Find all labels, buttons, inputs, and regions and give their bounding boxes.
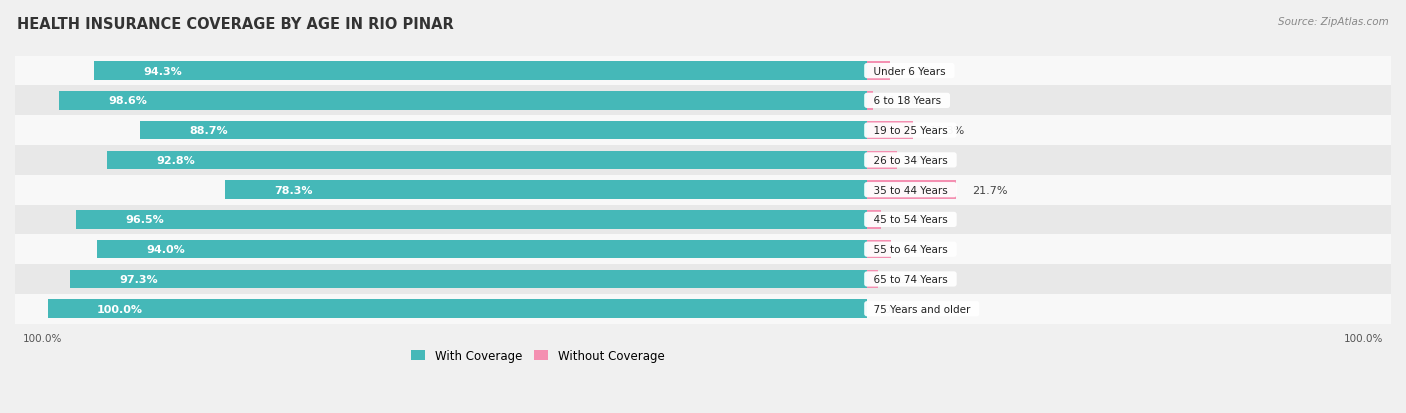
Bar [97, 240, 868, 259]
Bar [225, 181, 868, 199]
Text: Source: ZipAtlas.com: Source: ZipAtlas.com [1278, 17, 1389, 26]
Text: 100.0%: 100.0% [97, 304, 143, 314]
Text: 78.3%: 78.3% [274, 185, 314, 195]
Bar [15, 116, 1391, 146]
Text: 7.3%: 7.3% [912, 156, 942, 166]
Text: 1.4%: 1.4% [889, 96, 917, 106]
Text: 98.6%: 98.6% [108, 96, 148, 106]
Bar [59, 92, 868, 110]
Text: 88.7%: 88.7% [190, 126, 228, 136]
Text: HEALTH INSURANCE COVERAGE BY AGE IN RIO PINAR: HEALTH INSURANCE COVERAGE BY AGE IN RIO … [17, 17, 454, 31]
Text: 97.3%: 97.3% [120, 274, 157, 284]
Bar [868, 121, 912, 140]
Text: 100.0%: 100.0% [22, 333, 62, 343]
Bar [70, 270, 868, 288]
Text: 6.0%: 6.0% [908, 244, 936, 254]
Text: 35 to 44 Years: 35 to 44 Years [868, 185, 955, 195]
Text: Under 6 Years: Under 6 Years [868, 66, 952, 76]
Bar [868, 151, 897, 170]
Bar [868, 181, 956, 199]
Bar [107, 151, 868, 170]
Text: 75 Years and older: 75 Years and older [868, 304, 977, 314]
Text: 96.5%: 96.5% [125, 215, 165, 225]
Text: 0.0%: 0.0% [883, 304, 911, 314]
Text: 5.7%: 5.7% [907, 66, 935, 76]
Bar [48, 300, 868, 318]
Text: 94.0%: 94.0% [146, 244, 184, 254]
Text: 45 to 54 Years: 45 to 54 Years [868, 215, 955, 225]
Text: 6 to 18 Years: 6 to 18 Years [868, 96, 948, 106]
Text: 26 to 34 Years: 26 to 34 Years [868, 156, 955, 166]
Text: 94.3%: 94.3% [143, 66, 183, 76]
Bar [15, 176, 1391, 205]
Text: 2.7%: 2.7% [894, 274, 922, 284]
Bar [15, 205, 1391, 235]
Bar [76, 211, 868, 229]
Bar [868, 211, 882, 229]
Bar [141, 121, 868, 140]
Bar [15, 86, 1391, 116]
Bar [15, 294, 1391, 324]
Bar [868, 240, 891, 259]
Legend: With Coverage, Without Coverage: With Coverage, Without Coverage [406, 344, 669, 367]
Text: 3.5%: 3.5% [897, 215, 925, 225]
Bar [94, 62, 868, 81]
Bar [15, 264, 1391, 294]
Text: 92.8%: 92.8% [156, 156, 194, 166]
Text: 65 to 74 Years: 65 to 74 Years [868, 274, 955, 284]
Bar [868, 270, 877, 288]
Bar [15, 57, 1391, 86]
Text: 11.3%: 11.3% [929, 126, 965, 136]
Bar [868, 62, 890, 81]
Bar [868, 92, 873, 110]
Text: 100.0%: 100.0% [1344, 333, 1384, 343]
Text: 55 to 64 Years: 55 to 64 Years [868, 244, 955, 254]
Bar [15, 146, 1391, 176]
Text: 19 to 25 Years: 19 to 25 Years [868, 126, 955, 136]
Text: 21.7%: 21.7% [972, 185, 1008, 195]
Bar [15, 235, 1391, 264]
